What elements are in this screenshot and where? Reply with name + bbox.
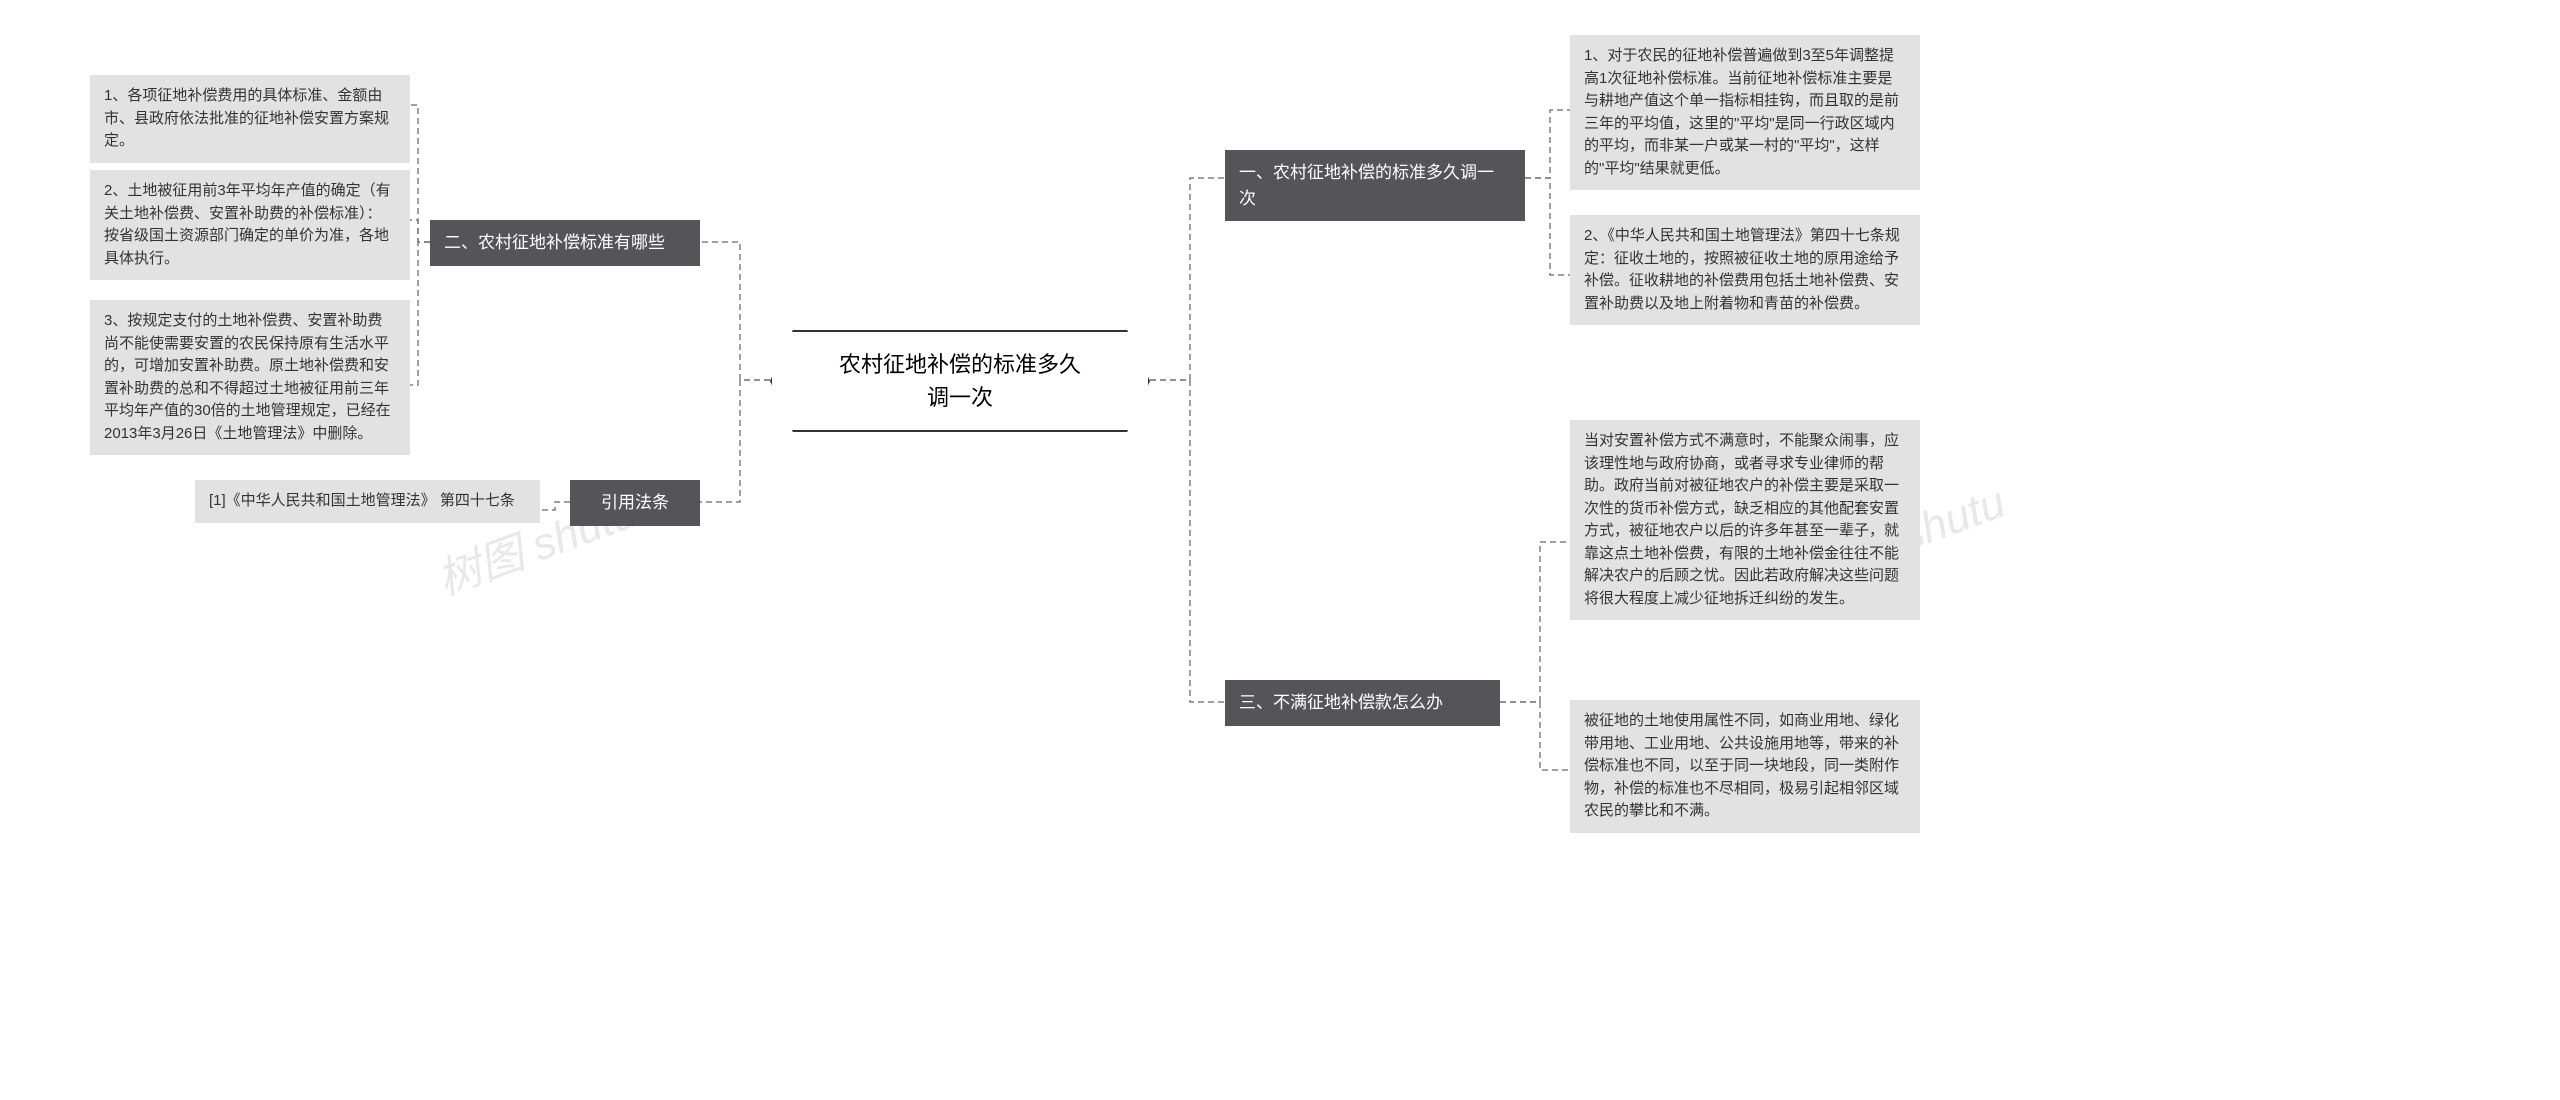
branch-label: 一、农村征地补偿的标准多久调一次 [1239,163,1494,208]
branch-label: 二、农村征地补偿标准有哪些 [444,233,665,252]
leaf-text: [1]《中华人民共和国土地管理法》 第四十七条 [209,492,515,509]
leaf-text: 被征地的土地使用属性不同，如商业用地、绿化带用地、工业用地、公共设施用地等，带来… [1584,712,1899,819]
branch-1-leaf-1[interactable]: 1、对于农民的征地补偿普遍做到3至5年调整提高1次征地补偿标准。当前征地补偿标准… [1570,35,1920,190]
leaf-text: 3、按规定支付的土地补偿费、安置补助费尚不能使需要安置的农民保持原有生活水平的，… [104,312,391,442]
branch-2-leaf-3[interactable]: 3、按规定支付的土地补偿费、安置补助费尚不能使需要安置的农民保持原有生活水平的，… [90,300,410,455]
branch-2-leaf-2[interactable]: 2、土地被征用前3年平均年产值的确定（有关土地补偿费、安置补助费的补偿标准）：按… [90,170,410,280]
branch-ref[interactable]: 引用法条 [570,480,700,526]
branch-1-leaf-2[interactable]: 2、《中华人民共和国土地管理法》第四十七条规定：征收土地的，按照被征收土地的原用… [1570,215,1920,325]
branch-label: 引用法条 [601,493,669,512]
leaf-text: 1、对于农民的征地补偿普遍做到3至5年调整提高1次征地补偿标准。当前征地补偿标准… [1584,47,1899,177]
branch-3-leaf-2[interactable]: 被征地的土地使用属性不同，如商业用地、绿化带用地、工业用地、公共设施用地等，带来… [1570,700,1920,833]
leaf-text: 2、《中华人民共和国土地管理法》第四十七条规定：征收土地的，按照被征收土地的原用… [1584,227,1900,312]
leaf-text: 1、各项征地补偿费用的具体标准、金额由市、县政府依法批准的征地补偿安置方案规定。 [104,87,389,149]
branch-label: 三、不满征地补偿款怎么办 [1239,693,1443,712]
branch-2[interactable]: 二、农村征地补偿标准有哪些 [430,220,700,266]
central-topic[interactable]: 农村征地补偿的标准多久调一次 [770,330,1150,432]
branch-2-leaf-1[interactable]: 1、各项征地补偿费用的具体标准、金额由市、县政府依法批准的征地补偿安置方案规定。 [90,75,410,163]
leaf-text: 2、土地被征用前3年平均年产值的确定（有关土地补偿费、安置补助费的补偿标准）：按… [104,182,391,267]
branch-ref-leaf-1[interactable]: [1]《中华人民共和国土地管理法》 第四十七条 [195,480,540,523]
branch-3[interactable]: 三、不满征地补偿款怎么办 [1225,680,1500,726]
leaf-text: 当对安置补偿方式不满意时，不能聚众闹事，应该理性地与政府协商，或者寻求专业律师的… [1584,432,1899,607]
central-topic-text: 农村征地补偿的标准多久调一次 [839,352,1081,410]
branch-3-leaf-1[interactable]: 当对安置补偿方式不满意时，不能聚众闹事，应该理性地与政府协商，或者寻求专业律师的… [1570,420,1920,620]
branch-1[interactable]: 一、农村征地补偿的标准多久调一次 [1225,150,1525,221]
